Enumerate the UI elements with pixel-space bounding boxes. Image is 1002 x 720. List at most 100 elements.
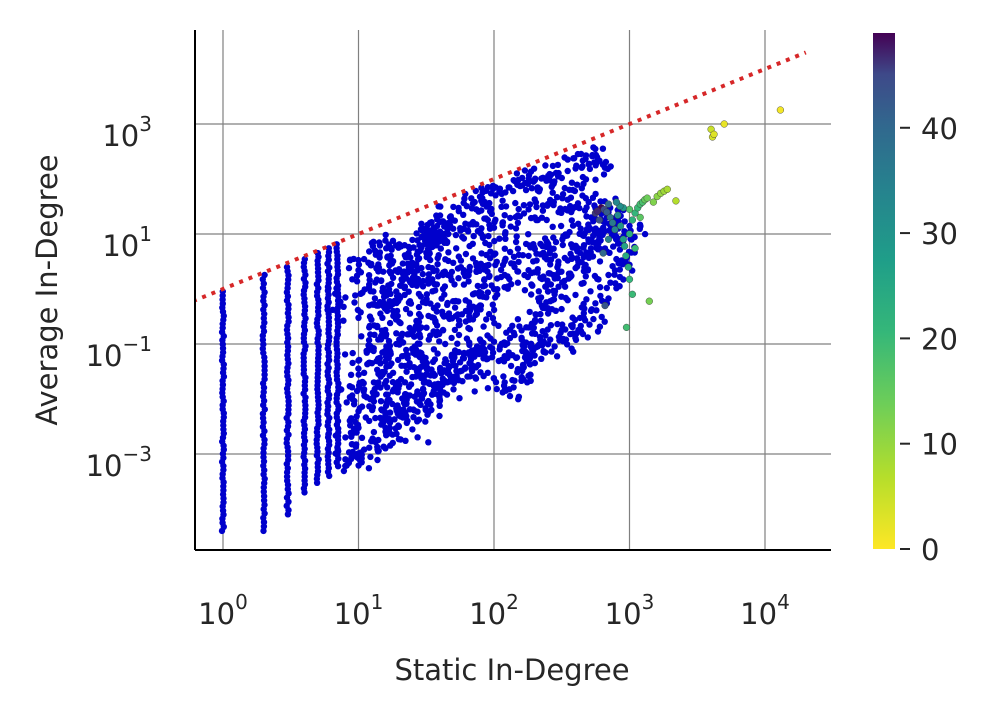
blue-cloud-point-98-3 bbox=[492, 294, 499, 301]
blue-cloud-point-150-2 bbox=[544, 310, 552, 317]
blue-cloud-point-219-4 bbox=[420, 233, 427, 240]
blue-cloud-point-161-0 bbox=[581, 230, 588, 237]
x-tick-label-2: 102 bbox=[469, 590, 519, 631]
blue-cloud-point-75-5 bbox=[544, 288, 552, 295]
blue-cloud-point-106-0 bbox=[369, 404, 377, 411]
blue-cloud-point-63-3 bbox=[427, 300, 434, 307]
blue-cloud-point-93-3 bbox=[433, 331, 440, 339]
blue-cloud-point-202-2 bbox=[431, 372, 438, 379]
blue-cloud-point-193-1 bbox=[637, 223, 644, 230]
blue-cloud-point-106-3 bbox=[369, 389, 377, 396]
y-tick-labels: 10−3 10−1 101 103 bbox=[86, 112, 152, 483]
blue-cloud-point-99-2 bbox=[489, 315, 497, 322]
blue-point-153 bbox=[555, 283, 562, 290]
blue-cloud-point-177-4 bbox=[530, 324, 537, 331]
blue-cloud-point-156-3 bbox=[567, 273, 574, 281]
blue-cloud-point-28-2 bbox=[549, 189, 556, 196]
blue-cloud-point-239-1 bbox=[574, 150, 582, 158]
blue-point-73 bbox=[514, 279, 522, 286]
blue-cloud-point-107-5 bbox=[374, 366, 381, 373]
blue-point-col5-59 bbox=[325, 245, 332, 252]
blue-cloud-point-166-3 bbox=[606, 227, 613, 234]
blue-cloud-point-148-4 bbox=[528, 330, 536, 337]
blue-cloud-point-170-5 bbox=[510, 384, 517, 391]
blue-point-4 bbox=[366, 248, 373, 255]
blue-cloud-point-61-0 bbox=[384, 307, 391, 315]
blue-cloud-point-23-0 bbox=[527, 214, 535, 222]
colored-point-42 bbox=[604, 235, 613, 243]
blue-cloud-point-218-1 bbox=[418, 226, 425, 234]
blue-cloud-point-230-0 bbox=[511, 177, 518, 185]
blue-cloud-point-30-1 bbox=[576, 204, 583, 212]
x-tick-label-3: 103 bbox=[605, 590, 655, 631]
blue-cloud-point-235-0 bbox=[573, 181, 581, 188]
colored-point-12 bbox=[619, 235, 627, 243]
blue-cloud-point-224-3 bbox=[486, 199, 493, 207]
blue-cloud-point-18-1 bbox=[459, 233, 466, 241]
blue-cloud-point-4-5 bbox=[370, 238, 377, 245]
colored-point-3 bbox=[604, 200, 613, 208]
blue-cloud-point-31-5 bbox=[569, 186, 576, 194]
colored-point-7 bbox=[593, 207, 602, 215]
blue-cloud-point-215-4 bbox=[405, 243, 412, 251]
blue-cloud-point-167-4 bbox=[597, 198, 604, 205]
blue-cloud-point-59-3 bbox=[393, 330, 400, 337]
blue-cloud-point-144-1 bbox=[507, 362, 515, 370]
blue-cloud-point-21-0 bbox=[496, 235, 503, 242]
blue-cloud-point-148-5 bbox=[516, 323, 523, 330]
blue-cloud-point-189-2 bbox=[616, 266, 623, 273]
blue-point-118 bbox=[370, 428, 378, 436]
blue-cloud-point-19-3 bbox=[486, 225, 494, 232]
blue-cloud-point-121-5 bbox=[386, 396, 393, 404]
blue-cloud-point-6-1 bbox=[376, 251, 383, 259]
blue-cloud-point-79-0 bbox=[341, 351, 349, 358]
blue-cloud-point-52-0 bbox=[575, 220, 582, 227]
blue-cloud-point-229-3 bbox=[509, 187, 517, 195]
colored-point-15 bbox=[624, 263, 632, 271]
blue-cloud-point-212-1 bbox=[406, 277, 413, 284]
blue-cloud-point-121-4 bbox=[403, 419, 410, 427]
blue-cloud-point-162-4 bbox=[586, 237, 594, 244]
blue-cloud-point-219-2 bbox=[425, 235, 432, 242]
blue-cloud-point-137-2 bbox=[454, 340, 461, 347]
blue-cloud-point-88-3 bbox=[416, 340, 423, 347]
blue-cloud-point-149-3 bbox=[531, 316, 539, 324]
blue-cloud-point-153-5 bbox=[538, 275, 546, 283]
blue-cloud-point-41-2 bbox=[445, 257, 452, 265]
blue-cloud-point-108-1 bbox=[379, 371, 386, 378]
blue-cloud-point-6-0 bbox=[389, 237, 397, 244]
blue-cloud-point-1-3 bbox=[353, 278, 361, 285]
blue-cloud-point-32-5 bbox=[361, 286, 368, 293]
blue-cloud-point-125-3 bbox=[436, 412, 443, 420]
blue-cloud-point-231-5 bbox=[524, 180, 532, 187]
blue-cloud-point-62-4 bbox=[393, 299, 400, 307]
blue-cloud-point-196-3 bbox=[399, 395, 406, 402]
blue-cloud-point-32-0 bbox=[352, 292, 359, 299]
blue-point-3 bbox=[360, 255, 368, 263]
blue-cloud-point-199-0 bbox=[414, 388, 421, 395]
blue-cloud-point-152-0 bbox=[536, 297, 543, 305]
blue-cloud-point-240-0 bbox=[592, 162, 599, 169]
blue-cloud-point-150-4 bbox=[528, 291, 535, 298]
blue-cloud-point-182-5 bbox=[586, 321, 593, 328]
blue-cloud-point-71-2 bbox=[481, 276, 488, 284]
blue-cloud-point-178-3 bbox=[553, 353, 561, 360]
blue-cloud-point-196-5 bbox=[414, 418, 421, 425]
colored-point-22 bbox=[625, 275, 634, 283]
blue-cloud-point-31-3 bbox=[568, 206, 576, 213]
blue-cloud-point-28-5 bbox=[550, 201, 557, 209]
colorbar-tick-label-1: 10 bbox=[921, 428, 958, 462]
blue-cloud-point-30-5 bbox=[567, 194, 575, 201]
blue-cloud-point-194-4 bbox=[401, 408, 408, 416]
blue-cloud-point-20-5 bbox=[482, 215, 490, 222]
blue-cloud-point-221-1 bbox=[437, 203, 444, 210]
blue-cloud-point-155-5 bbox=[578, 280, 585, 287]
blue-cloud-point-220-3 bbox=[425, 227, 432, 234]
blue-cloud-point-232-4 bbox=[549, 162, 557, 170]
x-tick-label-1: 101 bbox=[334, 590, 384, 631]
blue-cloud-point-180-4 bbox=[560, 338, 567, 345]
blue-cloud-point-198-0 bbox=[424, 399, 431, 406]
blue-cloud-point-109-5 bbox=[386, 372, 393, 379]
colored-point-8 bbox=[608, 219, 617, 227]
